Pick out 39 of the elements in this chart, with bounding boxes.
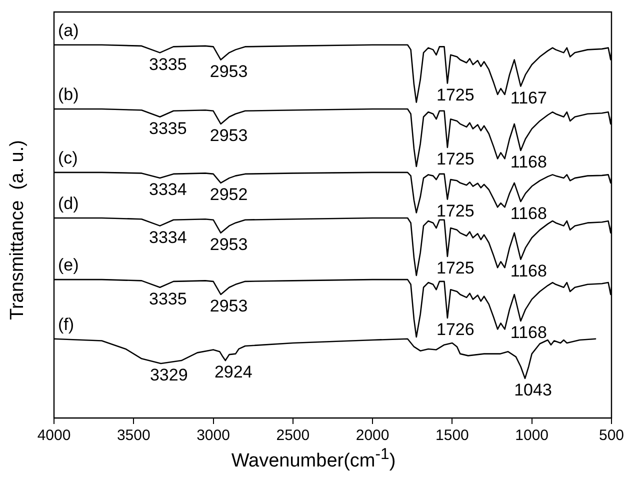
annotation: 3335 <box>149 119 187 138</box>
annotation: 2953 <box>210 296 248 316</box>
annotation: 1167 <box>510 88 547 108</box>
x-tick-label: 2000 <box>356 427 390 444</box>
series-label: (e) <box>58 256 79 275</box>
x-tick-label: 3000 <box>196 427 230 444</box>
annotation: 1168 <box>510 323 547 342</box>
series-label: (a) <box>58 21 79 40</box>
annotation: 1725 <box>436 85 474 104</box>
annotation: 2953 <box>210 126 248 146</box>
annotation: 1168 <box>510 262 547 281</box>
annotation: 1168 <box>510 204 547 223</box>
annotation: 1168 <box>510 152 547 172</box>
annotation: 1725 <box>436 150 474 169</box>
annotation: 2952 <box>210 185 248 204</box>
x-axis-title: Wavenumber(cm$^{-1}$) <box>230 446 397 472</box>
x-tick-label: 1500 <box>436 427 469 444</box>
series-label: (c) <box>58 148 78 168</box>
annotation: 2924 <box>214 362 252 382</box>
x-tick-label: 1000 <box>515 427 549 444</box>
annotation: 1725 <box>436 202 474 221</box>
annotation: 3334 <box>149 228 187 248</box>
series-label: (b) <box>58 85 79 104</box>
annotation: 3335 <box>149 290 187 309</box>
x-tick-label: 4000 <box>37 427 71 444</box>
annotation: 1043 <box>514 380 552 400</box>
x-tick-label: 2500 <box>276 427 310 444</box>
annotation: 2953 <box>210 62 248 81</box>
series-label: (d) <box>58 194 79 214</box>
y-axis-title: Transmittance (a. u.) <box>7 140 29 320</box>
x-tick-label: 3500 <box>116 427 150 444</box>
annotation: 1725 <box>436 258 474 278</box>
x-tick-label: 500 <box>598 427 624 444</box>
annotation: 3334 <box>149 180 187 200</box>
series-label: (f) <box>58 315 74 334</box>
annotation: 2953 <box>210 235 248 254</box>
annotation: 1726 <box>436 320 474 340</box>
annotation: 3329 <box>150 366 188 385</box>
annotation: 3335 <box>149 54 187 74</box>
